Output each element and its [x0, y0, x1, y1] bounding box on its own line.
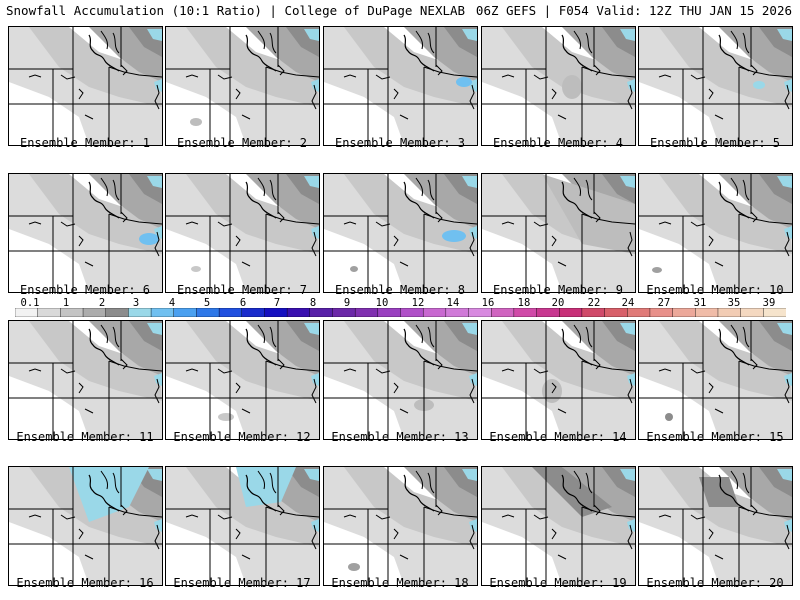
colorbar-tick: 20	[551, 297, 565, 309]
ensemble-member-label: Ensemble Member: 6	[19, 283, 151, 297]
colorbar-swatch	[491, 308, 515, 317]
colorbar-swatch	[377, 308, 402, 317]
colorbar-swatch	[536, 308, 560, 317]
ensemble-member-map	[323, 320, 478, 440]
colorbar-tick: 8	[309, 297, 317, 309]
colorbar-tick: 6	[239, 297, 247, 309]
colorbar-tick: 1	[62, 297, 70, 309]
colorbar-swatch	[150, 308, 175, 317]
ensemble-member-label: Ensemble Member: 15	[646, 430, 784, 444]
ensemble-member-label: Ensemble Member: 14	[489, 430, 627, 444]
colorbar-tick: 31	[693, 297, 707, 309]
ensemble-member-map	[638, 173, 793, 293]
colorbar-swatch	[672, 308, 696, 317]
ensemble-member-map	[8, 320, 163, 440]
colorbar-swatch	[82, 308, 107, 317]
ensemble-member-label: Ensemble Member: 3	[334, 136, 466, 150]
colorbar-swatch	[400, 308, 424, 317]
colorbar-tick: 39	[762, 297, 776, 309]
ensemble-member-map	[481, 26, 636, 146]
colorbar-swatch	[286, 308, 311, 317]
ensemble-member-map	[323, 173, 478, 293]
colorbar-tick: 9	[343, 297, 351, 309]
ensemble-member-map	[323, 26, 478, 146]
colorbar-tick: 27	[657, 297, 671, 309]
colorbar-tick: 10	[375, 297, 389, 309]
colorbar-tick: 2	[98, 297, 106, 309]
ensemble-member-label: Ensemble Member: 12	[173, 430, 311, 444]
colorbar-swatch	[354, 308, 379, 317]
colorbar-swatch	[332, 308, 356, 317]
colorbar-swatch	[264, 308, 288, 317]
colorbar-swatch	[173, 308, 197, 317]
colorbar-tick: 16	[481, 297, 495, 309]
ensemble-member-label: Ensemble Member: 10	[646, 283, 784, 297]
ensemble-member-map	[638, 466, 793, 586]
colorbar-swatch	[559, 308, 583, 317]
model-run-info: 06Z GEFS | F054 Valid: 12Z THU JAN 15 20…	[475, 3, 792, 18]
colorbar-tick: 12	[411, 297, 425, 309]
map-title: Snowfall Accumulation (10:1 Ratio) | Col…	[6, 3, 466, 18]
colorbar-swatch	[37, 308, 61, 317]
colorbar-swatch	[241, 308, 265, 317]
colorbar-tick: 22	[587, 297, 601, 309]
ensemble-member-map	[165, 320, 320, 440]
colorbar-swatch	[627, 308, 651, 317]
snowfall-colorbar	[15, 308, 786, 317]
ensemble-member-label: Ensemble Member: 7	[176, 283, 308, 297]
colorbar-swatch	[604, 308, 628, 317]
colorbar-swatch	[309, 308, 333, 317]
ensemble-member-label: Ensemble Member: 2	[176, 136, 308, 150]
ensemble-member-label: Ensemble Member: 19	[489, 576, 627, 590]
colorbar-swatch	[196, 308, 220, 317]
colorbar-swatch	[128, 308, 152, 317]
colorbar-swatch	[649, 308, 674, 317]
ensemble-member-map	[481, 320, 636, 440]
colorbar-swatch	[740, 308, 764, 317]
colorbar-swatch	[717, 308, 742, 317]
ensemble-member-label: Ensemble Member: 18	[331, 576, 469, 590]
ensemble-member-map	[638, 320, 793, 440]
ensemble-member-label: Ensemble Member: 8	[334, 283, 466, 297]
colorbar-tick: 0.1	[20, 297, 40, 309]
ensemble-member-map	[8, 26, 163, 146]
colorbar-swatch	[105, 308, 129, 317]
ensemble-member-label: Ensemble Member: 1	[19, 136, 151, 150]
ensemble-member-label: Ensemble Member: 16	[16, 576, 154, 590]
colorbar-swatch	[468, 308, 492, 317]
colorbar-tick: 24	[621, 297, 635, 309]
colorbar-tick: 14	[446, 297, 460, 309]
ensemble-member-label: Ensemble Member: 11	[16, 430, 154, 444]
colorbar-tick: 5	[203, 297, 211, 309]
ensemble-member-map	[638, 26, 793, 146]
colorbar-tick: 35	[727, 297, 741, 309]
colorbar-swatch	[218, 308, 243, 317]
colorbar-swatch	[513, 308, 538, 317]
ensemble-member-map	[165, 173, 320, 293]
colorbar-swatch	[15, 308, 39, 317]
ensemble-member-label: Ensemble Member: 17	[173, 576, 311, 590]
ensemble-member-map	[8, 466, 163, 586]
ensemble-member-map	[323, 466, 478, 586]
colorbar-swatch	[445, 308, 470, 317]
ensemble-member-label: Ensemble Member: 5	[649, 136, 781, 150]
colorbar-tick: 7	[273, 297, 281, 309]
colorbar-swatch	[581, 308, 606, 317]
ensemble-member-map	[8, 173, 163, 293]
colorbar-tick: 18	[517, 297, 531, 309]
colorbar-swatch	[695, 308, 719, 317]
ensemble-member-map	[481, 466, 636, 586]
ensemble-member-map	[165, 466, 320, 586]
ensemble-member-map	[481, 173, 636, 293]
ensemble-member-label: Ensemble Member: 13	[331, 430, 469, 444]
colorbar-swatch	[763, 308, 786, 317]
colorbar-swatch	[60, 308, 84, 317]
ensemble-member-map	[165, 26, 320, 146]
ensemble-member-label: Ensemble Member: 20	[646, 576, 784, 590]
colorbar-swatch	[422, 308, 447, 317]
ensemble-member-label: Ensemble Member: 4	[492, 136, 624, 150]
colorbar-tick: 3	[132, 297, 140, 309]
colorbar-tick: 4	[168, 297, 176, 309]
ensemble-member-label: Ensemble Member: 9	[492, 283, 624, 297]
